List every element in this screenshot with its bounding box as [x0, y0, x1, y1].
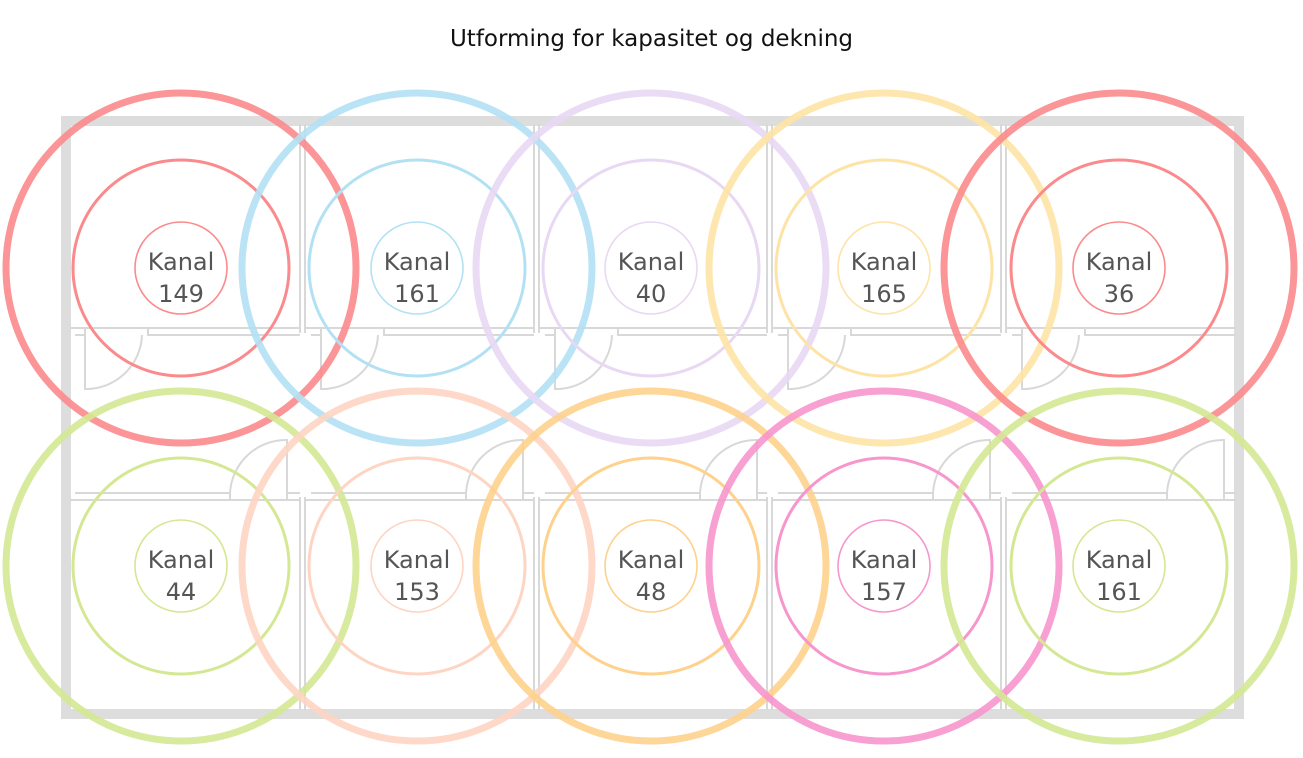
door — [699, 438, 758, 494]
door — [229, 438, 288, 494]
corridor-wall-top — [540, 327, 767, 336]
coverage-mid-ring — [774, 158, 994, 378]
door — [1166, 438, 1225, 494]
door — [554, 334, 613, 391]
coverage-outer-ring — [2, 387, 360, 745]
access-point-circle — [604, 519, 698, 613]
channel-number: 36 — [1104, 280, 1135, 308]
channel-number: 40 — [636, 280, 667, 308]
channel-word: Kanal — [148, 248, 215, 276]
coverage-outer-ring — [940, 387, 1298, 745]
coverage-outer-ring — [705, 89, 1063, 447]
door — [787, 334, 846, 391]
coverage-outer-ring — [940, 89, 1298, 447]
channel-labels: Kanal 149 Kanal 161 Kanal 40 Kanal 165 Kanal 36 Ka… — [134, 221, 1166, 613]
coverage-mid-ring — [541, 456, 761, 676]
channel-number: 161 — [394, 280, 440, 308]
access-point-circle — [370, 221, 464, 315]
coverage-outer-ring — [2, 89, 360, 447]
channel-word: Kanal — [851, 248, 918, 276]
channel-word: Kanal — [618, 546, 685, 574]
coverage-outer-ring — [472, 89, 830, 447]
coverage-outer-ring — [238, 387, 596, 745]
channel-number: 165 — [861, 280, 907, 308]
door — [1021, 334, 1080, 391]
channel-word: Kanal — [384, 546, 451, 574]
access-point-circle — [370, 519, 464, 613]
room-divider — [299, 124, 306, 710]
corridor-wall-top — [1007, 327, 1236, 336]
channel-word: Kanal — [851, 546, 918, 574]
door — [320, 334, 379, 391]
channel-number: 157 — [861, 578, 907, 606]
access-point-circle — [134, 221, 228, 315]
access-point-circle — [1072, 519, 1166, 613]
diagram-title: Utforming for kapasitet og dekning — [449, 26, 854, 52]
coverage-mid-ring — [307, 456, 527, 676]
channel-word: Kanal — [148, 546, 215, 574]
corridor-wall-top — [773, 327, 1001, 336]
coverage-mid-ring — [1009, 158, 1229, 378]
coverage-outer-ring — [705, 387, 1063, 745]
access-point-circle — [604, 221, 698, 315]
coverage-outer-ring — [238, 89, 596, 447]
door — [465, 438, 524, 494]
door — [84, 334, 143, 391]
channel-number: 149 — [158, 280, 204, 308]
coverage-mid-ring — [71, 456, 291, 676]
channel-number: 44 — [166, 578, 197, 606]
room-divider — [766, 124, 773, 710]
channel-word: Kanal — [1086, 248, 1153, 276]
door — [932, 438, 991, 494]
walls — [61, 116, 1244, 719]
coverage-mid-ring — [774, 456, 994, 676]
channel-word: Kanal — [384, 248, 451, 276]
coverage-mid-ring — [307, 158, 527, 378]
coverage-mid-ring — [1009, 456, 1229, 676]
access-point-circle — [1072, 221, 1166, 315]
coverage-outer-ring — [472, 387, 830, 745]
channel-word: Kanal — [1086, 546, 1153, 574]
channel-word: Kanal — [618, 248, 685, 276]
coverage-rings — [2, 89, 1298, 745]
coverage-mid-ring — [541, 158, 761, 378]
outer-wall — [61, 116, 1244, 719]
access-point-circle — [837, 221, 931, 315]
room-divider — [1000, 124, 1007, 710]
access-point-circle — [837, 519, 931, 613]
channel-number: 161 — [1096, 578, 1142, 606]
coverage-mid-ring — [71, 158, 291, 378]
channel-number: 48 — [636, 578, 667, 606]
room-divider — [533, 124, 540, 710]
channel-number: 153 — [394, 578, 440, 606]
access-point-circle — [134, 519, 228, 613]
